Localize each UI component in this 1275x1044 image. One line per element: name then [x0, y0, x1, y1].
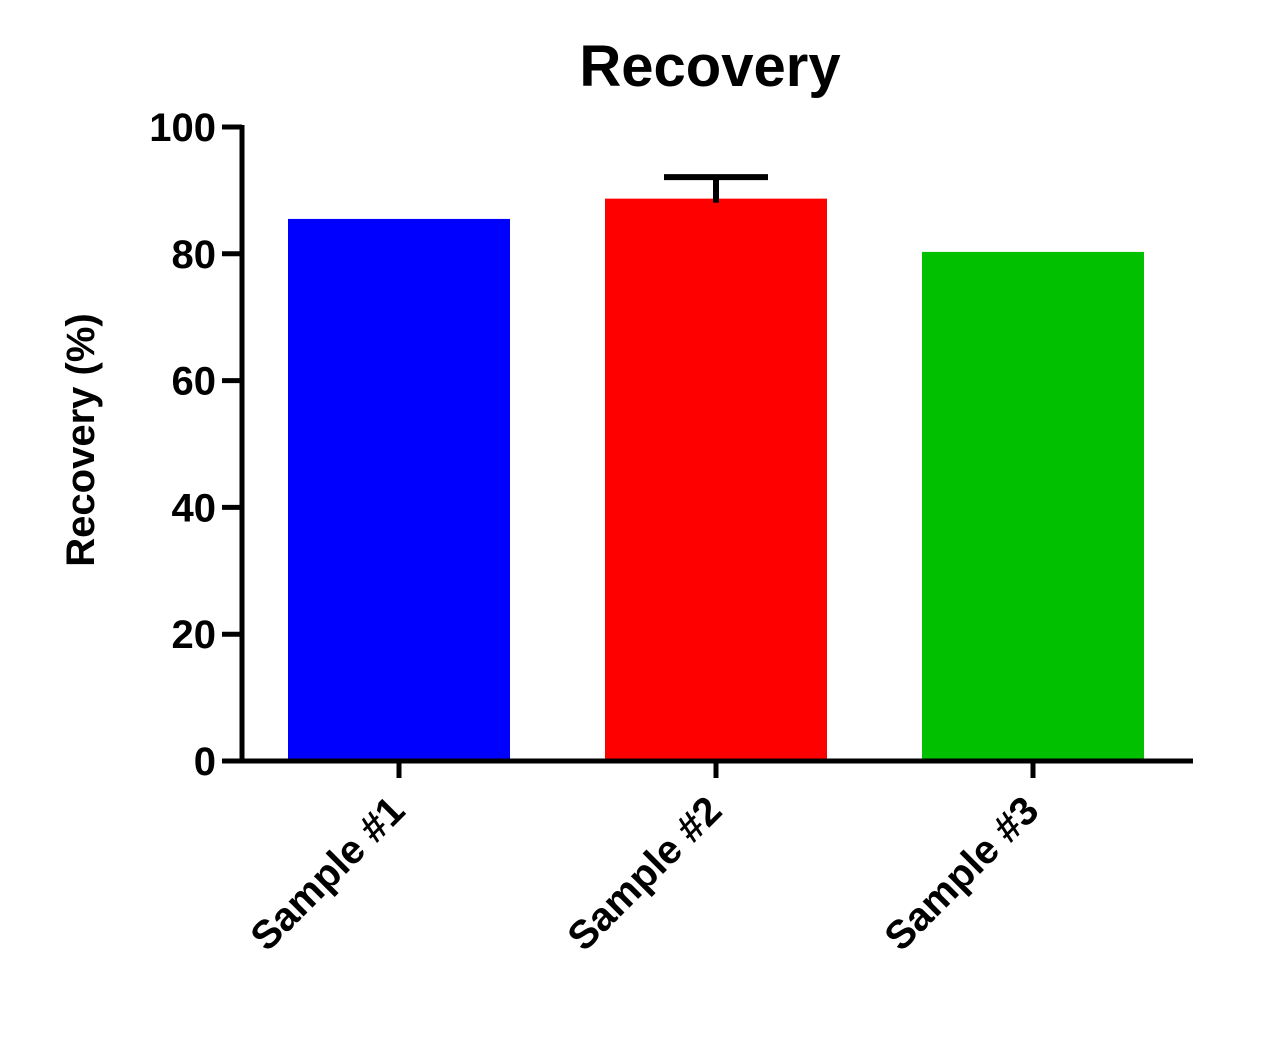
- y-tick-label-40: 40: [172, 486, 217, 530]
- plot-area: 0 20 40 60 80 100 Sample #1 Sample #2 Sample #3: [149, 106, 1193, 959]
- x-tick-label-3: Sample #3: [876, 788, 1047, 959]
- x-tick-label-1: Sample #1: [242, 788, 413, 959]
- x-tick-label-2: Sample #2: [559, 788, 730, 959]
- chart-title: Recovery: [579, 34, 840, 99]
- bar-2: [605, 198, 827, 762]
- y-tick-label-60: 60: [172, 360, 217, 404]
- y-tick-label-80: 80: [172, 233, 217, 277]
- bar-1: [288, 218, 510, 761]
- y-tick-label-20: 20: [172, 613, 217, 657]
- y-tick-label-0: 0: [194, 740, 216, 784]
- bar-3: [922, 251, 1144, 761]
- y-axis-label: Recovery (%): [59, 313, 103, 566]
- y-tick-label-100: 100: [149, 106, 216, 150]
